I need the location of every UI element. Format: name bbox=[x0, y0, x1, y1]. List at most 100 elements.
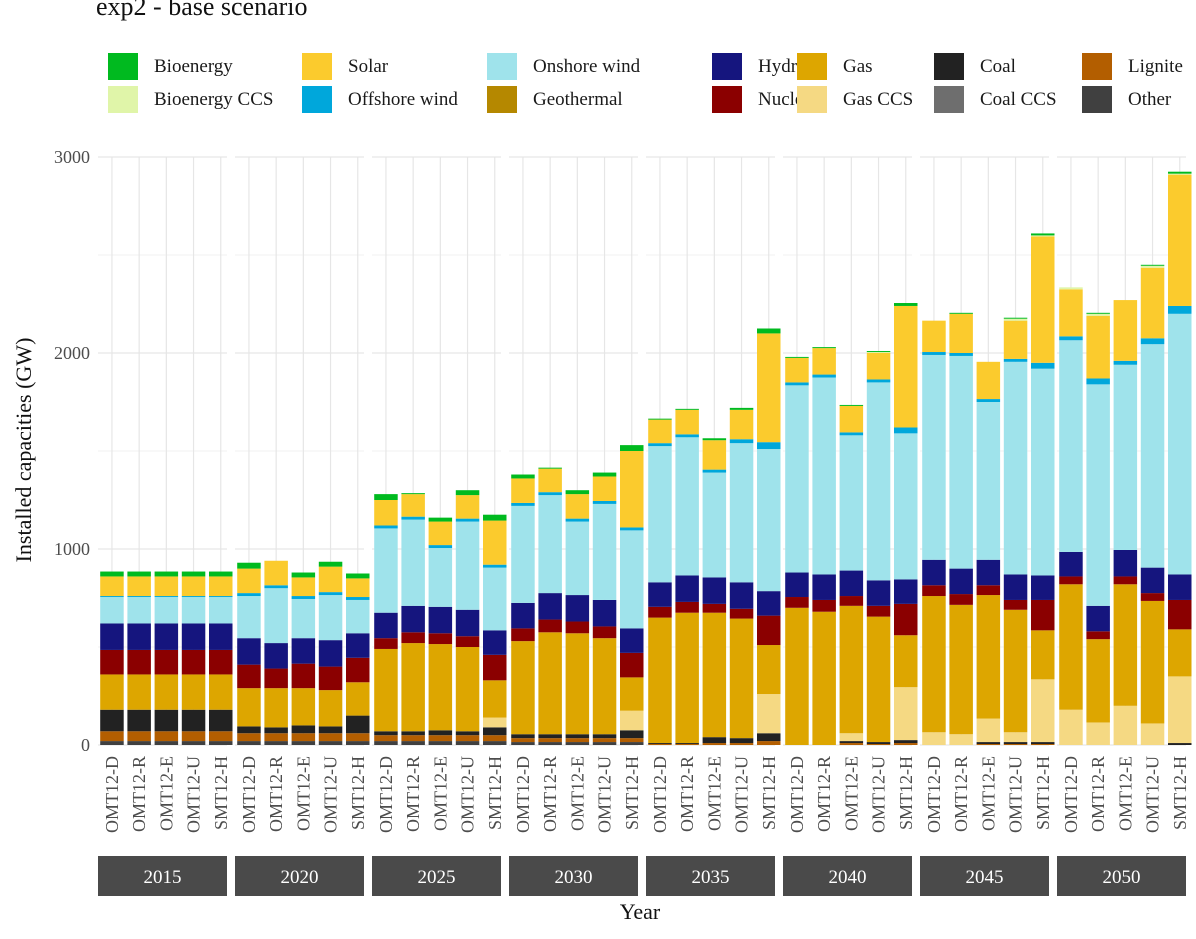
bar-segment bbox=[100, 596, 124, 598]
bar-segment bbox=[511, 502, 535, 506]
x-tick-label: OMT12-D bbox=[787, 756, 807, 833]
facet-strip bbox=[646, 856, 775, 896]
bar-segment bbox=[264, 643, 288, 669]
bar-segment bbox=[318, 690, 343, 727]
bar-segment bbox=[1086, 315, 1110, 379]
bar-segment bbox=[592, 599, 617, 627]
legend-item: Bioenergy CCS bbox=[108, 86, 273, 113]
bar-segment bbox=[812, 574, 836, 600]
legend-swatch bbox=[1082, 53, 1112, 80]
bar-segment bbox=[181, 623, 206, 650]
bar-segment bbox=[346, 597, 370, 600]
bar-layer bbox=[100, 171, 1192, 745]
bar-segment bbox=[318, 741, 343, 745]
bar-segment bbox=[702, 577, 727, 604]
bar-segment bbox=[702, 603, 727, 613]
bar-segment bbox=[757, 694, 781, 734]
legend-swatch bbox=[1082, 86, 1112, 113]
bar-segment bbox=[702, 743, 727, 745]
bar-segment bbox=[346, 741, 370, 745]
bar-segment bbox=[346, 715, 370, 734]
bar-segment bbox=[538, 468, 562, 493]
bar-segment bbox=[1140, 264, 1165, 266]
bar-segment bbox=[209, 576, 233, 597]
bar-segment bbox=[318, 640, 343, 667]
bar-segment bbox=[483, 564, 507, 568]
x-tick-label: OMT12-E bbox=[430, 756, 450, 831]
bar-segment bbox=[1140, 723, 1165, 745]
bar-segment bbox=[1031, 575, 1055, 600]
bar-segment bbox=[209, 571, 233, 577]
bar-segment bbox=[374, 528, 398, 613]
legend-swatch bbox=[487, 86, 517, 113]
bar-segment bbox=[401, 494, 425, 517]
bar-segment bbox=[1003, 742, 1028, 745]
bar-segment bbox=[1113, 549, 1138, 577]
bar-segment bbox=[729, 582, 754, 609]
bar-segment bbox=[237, 664, 261, 689]
bar-segment bbox=[154, 709, 179, 732]
bar-segment bbox=[511, 628, 535, 642]
bar-segment bbox=[620, 527, 644, 531]
bar-segment bbox=[455, 636, 480, 647]
bar-segment bbox=[401, 605, 425, 633]
legend-label: Bioenergy bbox=[154, 55, 233, 77]
bar-segment bbox=[839, 570, 864, 597]
bar-segment bbox=[785, 356, 809, 358]
bar-segment bbox=[127, 571, 151, 577]
bar-segment bbox=[976, 402, 1001, 560]
bar-segment bbox=[894, 743, 918, 745]
legend-swatch bbox=[797, 53, 827, 80]
legend-item: Offshore wind bbox=[302, 86, 458, 113]
facet-strip-label: 2030 bbox=[555, 867, 593, 888]
bar-segment bbox=[291, 638, 316, 664]
x-tick-label: OMT12-U bbox=[184, 756, 204, 833]
bar-segment bbox=[428, 548, 453, 607]
bar-segment bbox=[181, 741, 206, 745]
bar-segment bbox=[565, 490, 590, 495]
facet-strip-label: 2040 bbox=[829, 867, 867, 888]
bar-segment bbox=[209, 623, 233, 650]
bar-segment bbox=[346, 682, 370, 716]
bar-segment bbox=[620, 710, 644, 731]
bar-segment bbox=[648, 744, 672, 745]
bar-segment bbox=[1140, 593, 1165, 601]
bar-segment bbox=[1140, 600, 1165, 724]
bar-segment bbox=[209, 649, 233, 675]
bar-segment bbox=[127, 741, 151, 745]
bar-segment bbox=[1086, 722, 1110, 745]
bar-segment bbox=[1113, 364, 1138, 550]
x-tick-label: SMT12-H bbox=[622, 756, 642, 830]
bar-segment bbox=[1113, 705, 1138, 745]
bar-segment bbox=[483, 630, 507, 655]
bar-segment bbox=[866, 744, 891, 745]
bar-segment bbox=[538, 619, 562, 633]
bar-segment bbox=[511, 478, 535, 503]
bar-segment bbox=[455, 735, 480, 742]
bar-segment bbox=[866, 382, 891, 581]
bar-segment bbox=[237, 562, 261, 569]
bar-segment bbox=[757, 733, 781, 742]
bar-segment bbox=[648, 443, 672, 447]
bar-segment bbox=[1003, 732, 1028, 743]
bar-segment bbox=[675, 408, 699, 410]
bar-segment bbox=[511, 742, 535, 745]
bar-segment bbox=[1031, 236, 1055, 363]
bar-segment bbox=[538, 742, 562, 745]
y-tick-label: 2000 bbox=[54, 343, 90, 363]
bar-segment bbox=[1031, 744, 1055, 745]
x-tick-label: OMT12-R bbox=[129, 756, 149, 832]
bar-segment bbox=[264, 688, 288, 728]
bar-segment bbox=[675, 744, 699, 745]
bar-segment bbox=[346, 599, 370, 634]
bar-segment bbox=[648, 617, 672, 744]
bar-segment bbox=[455, 495, 480, 519]
bar-segment bbox=[1059, 287, 1083, 290]
legend-label: Offshore wind bbox=[348, 88, 458, 110]
bar-segment bbox=[1003, 320, 1028, 359]
bar-segment bbox=[976, 559, 1001, 586]
bar-segment bbox=[1031, 235, 1055, 237]
bar-segment bbox=[894, 303, 918, 306]
bar-segment bbox=[785, 607, 809, 745]
